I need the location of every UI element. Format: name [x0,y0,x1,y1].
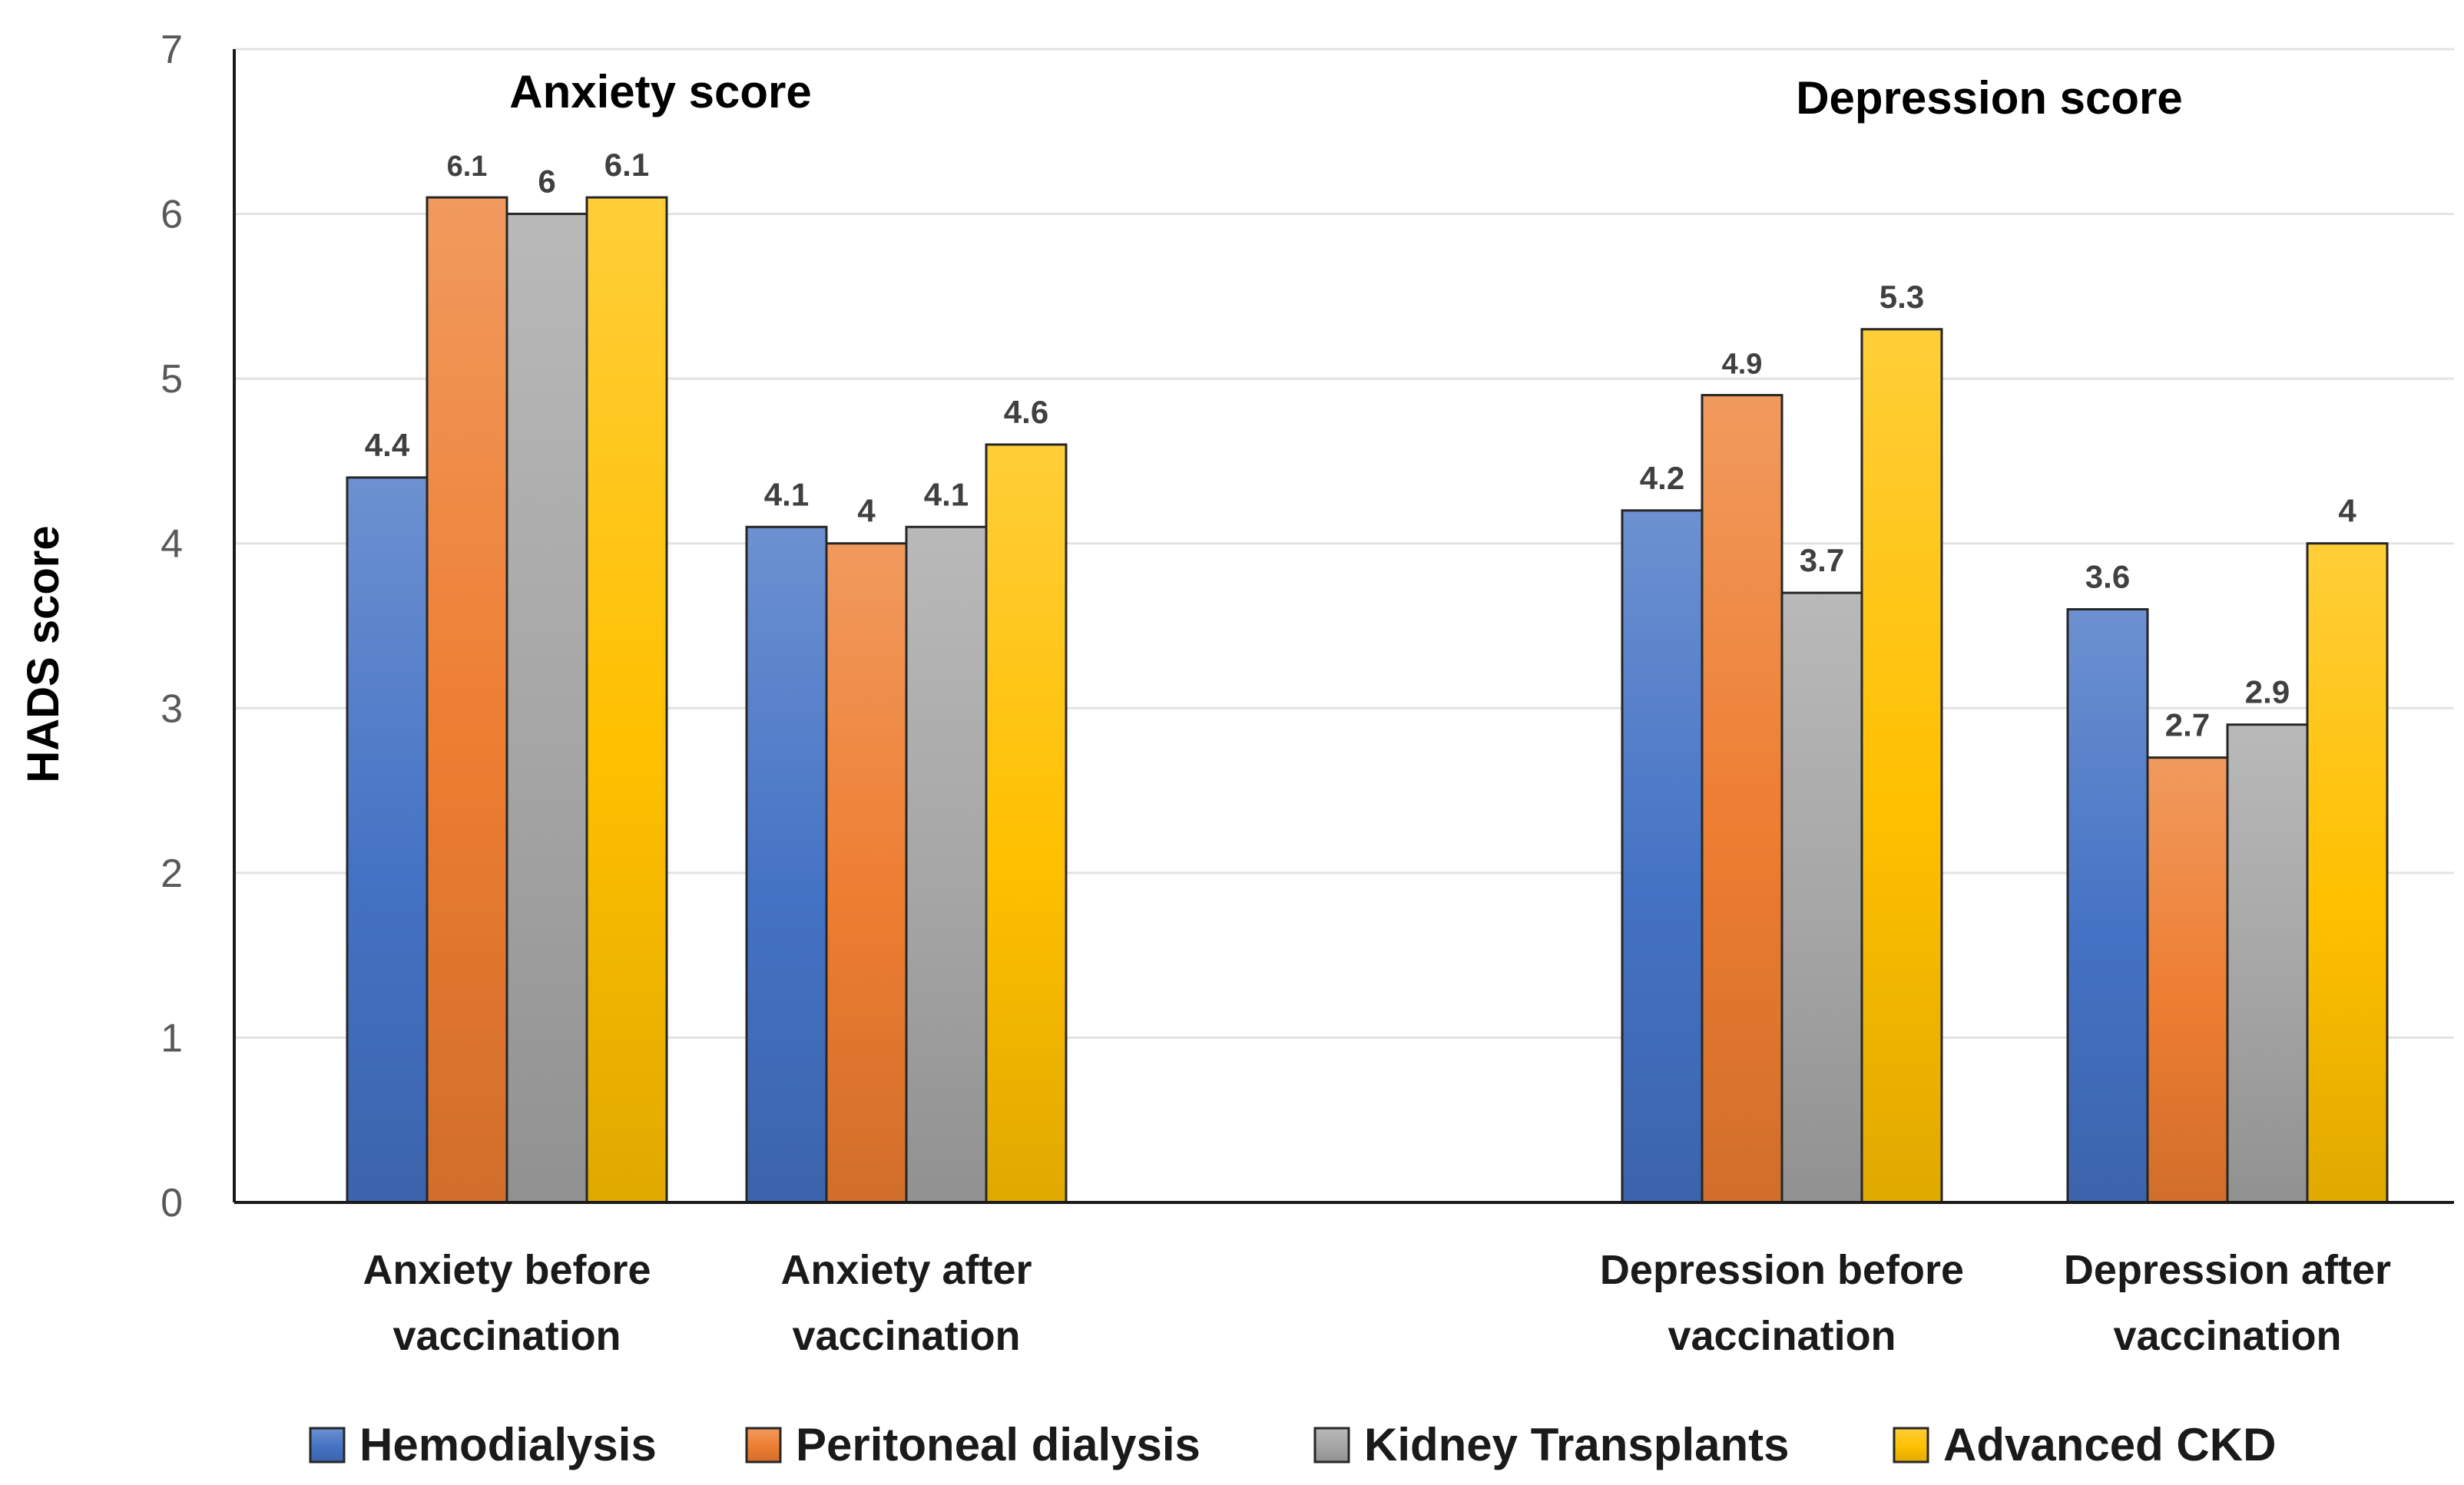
data-label-hemodialysis-2: 4.1 [764,476,809,512]
x-category-label-3-line1: Depression before [1600,1247,1964,1293]
data-label-hemodialysis-1: 4.4 [365,427,410,463]
bar-peritoneal-dialysis-1 [426,196,508,1204]
bar-kidney-transplants-3 [1780,591,1863,1204]
data-label-hemodialysis-3: 4.2 [1640,460,1684,496]
data-label-peritoneal-dialysis-4: 2.7 [2165,707,2210,743]
data-label-peritoneal-dialysis-3: 4.9 [1722,349,1763,381]
data-label-peritoneal-dialysis-1: 6.1 [447,150,488,183]
annotation-anxiety-score: Anxiety score [509,66,812,117]
data-label-kidney-transplants-1: 6 [538,164,555,200]
data-labels: 4.4 6.1 6 6.1 4.1 4 4.1 4.6 4.2 4.9 3.7 5.3 3.6 2.7 2.… [365,147,2357,743]
x-category-label-4-line1: Depression after [2064,1247,2391,1293]
x-category-label-1-line2: vaccination [392,1313,621,1359]
x-category-label-2-line2: vaccination [792,1313,1020,1359]
bar-hemodialysis-2 [745,525,828,1204]
data-label-advanced-ckd-2: 4.6 [1004,394,1048,430]
legend-label-kidney-transplants: Kidney Transplants [1364,1419,1789,1470]
data-label-kidney-transplants-2: 4.1 [924,476,969,512]
bar-kidney-transplants-2 [905,525,988,1204]
y-tick-label-6: 6 [161,193,183,237]
legend-label-advanced-ckd: Advanced CKD [1943,1419,2276,1470]
legend: Hemodialysis Peritoneal dialysis Kidney Tr… [309,1419,2276,1470]
legend-swatch-kidney-transplants [1313,1427,1350,1464]
bar-kidney-transplants-1 [505,213,588,1204]
data-label-advanced-ckd-1: 6.1 [604,147,649,183]
x-category-label-3-line2: vaccination [1668,1313,1896,1359]
data-label-kidney-transplants-3: 3.7 [1800,542,1844,578]
legend-swatch-hemodialysis [309,1427,346,1464]
y-tick-label-1: 1 [161,1016,183,1060]
x-category-label-4-line2: vaccination [2113,1313,2341,1359]
legend-label-peritoneal-dialysis: Peritoneal dialysis [796,1419,1201,1470]
y-axis-label: HADS score [18,525,68,782]
legend-swatch-advanced-ckd [1893,1427,1929,1464]
data-label-advanced-ckd-3: 5.3 [1879,279,1924,315]
data-label-kidney-transplants-4: 2.9 [2245,674,2290,710]
y-tick-label-2: 2 [161,852,183,896]
bar-hemodialysis-3 [1621,509,1704,1204]
y-tick-label-0: 0 [161,1181,183,1225]
data-label-peritoneal-dialysis-2: 4 [857,493,876,529]
y-tick-label-5: 5 [161,357,183,402]
legend-label-hemodialysis: Hemodialysis [359,1419,657,1470]
x-category-label-2-line1: Anxiety after [780,1247,1032,1293]
y-tick-label-4: 4 [161,522,183,567]
bar-advanced-ckd-4 [2306,542,2389,1204]
bar-advanced-ckd-2 [985,443,1068,1204]
bar-peritoneal-dialysis-2 [825,542,908,1204]
bar-advanced-ckd-1 [585,196,668,1204]
data-label-hemodialysis-4: 3.6 [2085,559,2130,595]
bar-hemodialysis-4 [2066,608,2149,1204]
y-tick-label-7: 7 [161,28,183,72]
axes: 0 1 2 3 4 5 6 7 Anxiety before vaccination Anxiety… [161,28,2454,1359]
data-label-advanced-ckd-4: 4 [2338,493,2356,529]
bar-peritoneal-dialysis-3 [1701,394,1783,1204]
y-tick-label-3: 3 [161,686,183,731]
x-category-label-1-line1: Anxiety before [363,1247,651,1293]
bars [346,196,2389,1204]
chart-text: HADS score Anxiety score Depression scor… [18,66,2183,783]
bar-peritoneal-dialysis-4 [2146,756,2229,1204]
bar-advanced-ckd-3 [1860,328,1943,1204]
bar-hemodialysis-1 [346,476,429,1204]
bar-kidney-transplants-4 [2226,723,2309,1204]
legend-swatch-peritoneal-dialysis [745,1427,782,1464]
annotation-depression-score: Depression score [1796,72,2183,124]
